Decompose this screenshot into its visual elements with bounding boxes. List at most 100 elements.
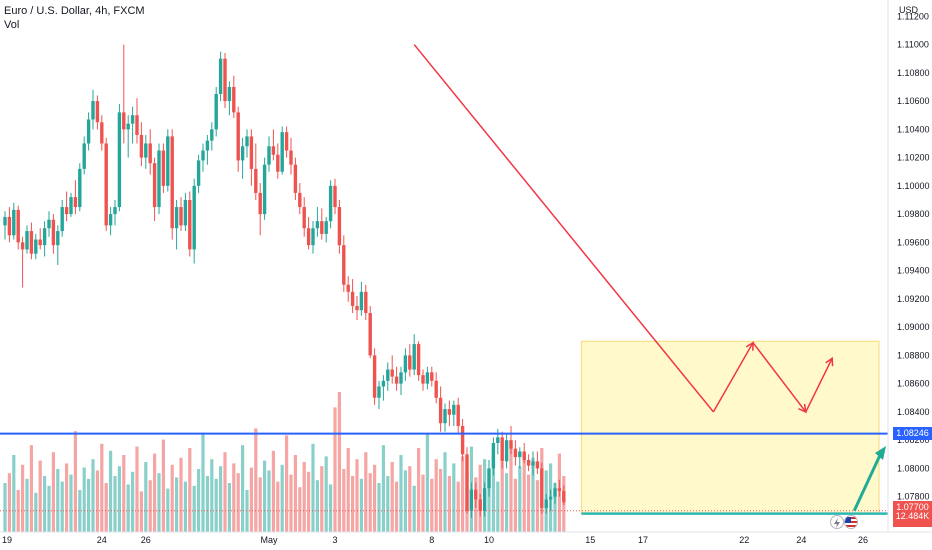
candle-body <box>531 461 535 466</box>
candle-body <box>381 380 386 387</box>
candle-body <box>496 437 500 443</box>
volume-bar <box>241 445 245 532</box>
volume-bar <box>192 485 196 532</box>
candle-body <box>69 197 73 215</box>
volume-bar <box>553 483 557 532</box>
volume-bar <box>417 448 421 532</box>
volume-bar <box>161 439 165 532</box>
volume-bar <box>500 462 504 532</box>
candle-body <box>135 115 139 135</box>
forecast-arrowhead <box>798 403 807 414</box>
candle-body <box>157 150 161 208</box>
price-tick-label: 1.07800 <box>897 492 930 502</box>
volume-bar <box>285 435 289 532</box>
price-tick-label: 1.10800 <box>897 68 930 78</box>
candle-body <box>513 448 518 458</box>
volume-bar <box>166 488 170 532</box>
candle-body <box>416 344 421 376</box>
price-tick-label: 1.08600 <box>897 379 930 389</box>
volume-value-tag: 12.484K <box>893 510 932 523</box>
candle-body <box>144 143 148 158</box>
candle-body <box>355 305 359 311</box>
candle-body <box>236 112 240 161</box>
resistance-price-tag: 1.08246 <box>893 427 932 441</box>
time-tick-label: 26 <box>858 535 868 545</box>
forecast-zigzag <box>712 341 833 414</box>
forecast-arrowhead <box>745 341 754 351</box>
volume-bar <box>412 485 416 532</box>
volume-bar <box>179 457 183 532</box>
candle-body <box>320 221 324 234</box>
price-tick-label: 1.08000 <box>897 463 930 473</box>
candle-body <box>108 214 113 226</box>
candle-body <box>51 219 56 246</box>
volume-bar <box>148 480 152 532</box>
volume-bar <box>505 473 509 532</box>
candle-body <box>258 192 262 215</box>
candle-body <box>509 440 513 449</box>
volume-bar <box>531 457 535 532</box>
candle-body <box>201 150 205 161</box>
candle-body <box>399 372 403 384</box>
volume-bar <box>113 476 117 532</box>
candle-body <box>302 207 306 229</box>
volume-bar <box>395 481 399 532</box>
us-flag-icon[interactable] <box>844 515 858 529</box>
volume-bar <box>390 462 394 532</box>
candle-body <box>469 489 474 511</box>
volume-bar <box>122 455 126 532</box>
candle-body <box>139 134 144 158</box>
price-tick-label: 1.08200 <box>897 435 930 445</box>
symbol-title[interactable]: Euro / U.S. Dollar, 4h, FXCM <box>4 5 145 17</box>
volume-bar <box>109 450 113 532</box>
volume-bar <box>263 460 267 532</box>
candle-body <box>482 488 487 511</box>
volume-bar <box>342 469 346 532</box>
volume-bar <box>170 464 174 532</box>
candle-body <box>183 199 188 226</box>
candle-body <box>491 442 496 469</box>
volume-bar <box>51 452 55 532</box>
price-tick-label: 1.10400 <box>897 124 930 134</box>
volume-bar <box>430 478 434 532</box>
candle-body <box>3 216 7 226</box>
candle-body <box>447 409 452 415</box>
candle-body <box>126 123 130 130</box>
volume-bar <box>258 477 262 532</box>
volume-bar <box>236 473 240 532</box>
volume-bar <box>157 473 161 532</box>
volume-bar <box>333 407 337 532</box>
candle-body <box>262 164 267 215</box>
volume-bar <box>249 467 253 532</box>
candle-body <box>7 216 12 236</box>
volume-bar <box>527 474 531 532</box>
candle-body <box>328 185 333 222</box>
volume-indicator-label[interactable]: Vol <box>4 19 20 31</box>
volume-bar <box>509 443 513 532</box>
price-tick-label: 1.09800 <box>897 209 930 219</box>
volume-bar <box>104 483 108 532</box>
forecast-arrowhead <box>825 356 834 367</box>
candle-body <box>78 168 82 208</box>
volume-bar <box>324 456 328 532</box>
candle-body <box>223 58 227 102</box>
candle-body <box>113 207 117 215</box>
volume-bar <box>3 483 7 532</box>
candle-body <box>452 404 456 415</box>
candle-body <box>548 496 553 500</box>
volume-bar <box>56 469 60 532</box>
candle-body <box>478 499 482 511</box>
candle-body <box>205 140 210 151</box>
volume-bar <box>34 492 38 532</box>
volume-bar <box>522 455 526 532</box>
candle-body <box>271 146 276 155</box>
volume-bar <box>452 463 456 532</box>
time-tick-label: 10 <box>484 535 494 545</box>
volume-bar <box>210 459 214 532</box>
candle-body <box>166 136 170 186</box>
price-tick-label: 1.11000 <box>897 40 929 50</box>
lightning-icon[interactable] <box>830 515 844 529</box>
price-tick-label: 1.10600 <box>897 96 930 106</box>
candle-body <box>284 132 289 151</box>
